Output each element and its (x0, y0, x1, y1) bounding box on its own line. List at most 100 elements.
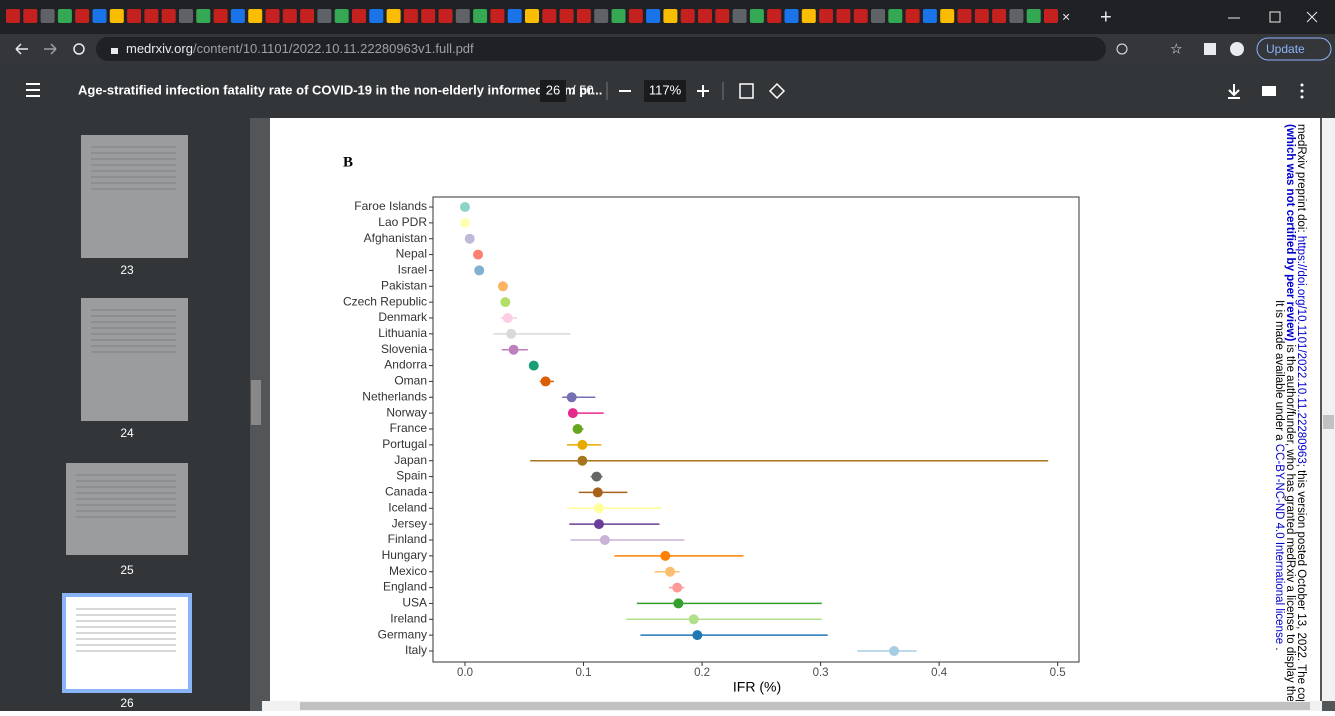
close-tab-icon[interactable]: × (1062, 9, 1070, 25)
tab-icon[interactable] (663, 9, 677, 23)
tab-icon[interactable] (196, 9, 210, 23)
y-tick-label: Andorra (384, 358, 427, 372)
point (593, 487, 603, 497)
url-host: medrxiv.org (126, 41, 193, 56)
new-tab-icon[interactable]: + (1100, 6, 1112, 28)
tab-icon[interactable] (594, 9, 608, 23)
tab-icon[interactable] (283, 9, 297, 23)
page: × + medrxiv.org/content/10.1101/2022.10.… (0, 0, 1335, 711)
point (673, 598, 683, 608)
tab-icon[interactable] (698, 9, 712, 23)
tab-icon[interactable] (871, 9, 885, 23)
tab-icon[interactable] (715, 9, 729, 23)
tab-icon[interactable] (248, 9, 262, 23)
thumbnail[interactable] (81, 135, 188, 258)
thumbnail[interactable] (66, 463, 188, 555)
tab-icon[interactable] (767, 9, 781, 23)
tab-icon[interactable] (490, 9, 504, 23)
tab-icon[interactable] (421, 9, 435, 23)
tab-icon[interactable] (629, 9, 643, 23)
tab-icon[interactable] (93, 9, 107, 23)
tab-icon[interactable] (854, 9, 868, 23)
point (594, 503, 604, 513)
print-icon[interactable] (1262, 86, 1276, 96)
sidebar-scrollbar[interactable] (251, 380, 261, 425)
y-tick-label: Denmark (378, 310, 428, 324)
tab-icon[interactable] (750, 9, 764, 23)
tab-icon[interactable] (508, 9, 522, 23)
tab-icon[interactable] (214, 9, 228, 23)
thumbnail[interactable] (66, 597, 188, 689)
tab-icon[interactable] (958, 9, 972, 23)
tab-icon[interactable] (923, 9, 937, 23)
tab-icon[interactable] (127, 9, 141, 23)
more-icon[interactable] (1301, 84, 1304, 87)
tab-icon[interactable] (1027, 9, 1041, 23)
x-axis-label: IFR (%) (733, 679, 781, 695)
tab-icon[interactable] (41, 9, 55, 23)
tab-icon[interactable] (646, 9, 660, 23)
tab-icon[interactable] (785, 9, 799, 23)
scroll-thumb[interactable] (1323, 415, 1334, 429)
y-tick-label: Israel (398, 263, 427, 277)
tab-icon[interactable] (733, 9, 747, 23)
tab-icon[interactable] (179, 9, 193, 23)
point (503, 313, 513, 323)
tab-icon[interactable] (560, 9, 574, 23)
point (500, 297, 510, 307)
tab-icon[interactable] (836, 9, 850, 23)
tab-icon[interactable] (231, 9, 245, 23)
tab-icon[interactable] (110, 9, 124, 23)
tab-icon[interactable] (888, 9, 902, 23)
tab-icon[interactable] (23, 9, 37, 23)
tab-icon[interactable] (681, 9, 695, 23)
tab-icon[interactable] (387, 9, 401, 23)
tab-icon[interactable] (58, 9, 72, 23)
hscroll-thumb[interactable] (300, 702, 1310, 710)
tab-icon[interactable] (577, 9, 591, 23)
tab-icon[interactable] (992, 9, 1006, 23)
url[interactable]: medrxiv.org/content/10.1101/2022.10.11.2… (126, 41, 474, 56)
tab-icon[interactable] (819, 9, 833, 23)
y-tick-label: Hungary (382, 548, 427, 562)
tab-icon[interactable] (542, 9, 556, 23)
profile-icon[interactable] (1230, 42, 1244, 56)
tab-icon[interactable] (906, 9, 920, 23)
note-link[interactable]: CC-BY-NC-ND 4.0 International license (1273, 444, 1285, 644)
x-tick-label: 0.4 (931, 667, 948, 679)
y-tick-label: France (390, 421, 428, 435)
y-tick-label: Canada (385, 485, 427, 499)
tab-icon[interactable] (162, 9, 176, 23)
bookmark-icon[interactable]: ☆ (1170, 41, 1183, 57)
tab-icon[interactable] (940, 9, 954, 23)
tab-icon[interactable] (369, 9, 383, 23)
tab-icon[interactable] (6, 9, 20, 23)
point (692, 630, 702, 640)
x-tick-label: 0.2 (694, 667, 710, 679)
tab-icon[interactable] (802, 9, 816, 23)
tab-icon[interactable] (317, 9, 331, 23)
tab-icon[interactable] (525, 9, 539, 23)
tab-icon[interactable] (1009, 9, 1023, 23)
sidepanel-icon[interactable] (1204, 43, 1216, 55)
point (498, 281, 508, 291)
point (529, 361, 539, 371)
vertical-scrollbar[interactable] (1322, 118, 1335, 701)
tab-icon[interactable] (975, 9, 989, 23)
tab-icon[interactable] (456, 9, 470, 23)
tab-icon[interactable] (352, 9, 366, 23)
tab-icon[interactable] (473, 9, 487, 23)
tab-icon[interactable] (144, 9, 158, 23)
tab-icon[interactable] (439, 9, 453, 23)
tab-icon[interactable] (404, 9, 418, 23)
tab-icon[interactable] (1044, 9, 1058, 23)
tab-icon[interactable] (612, 9, 626, 23)
tab-icon[interactable] (300, 9, 314, 23)
y-tick-label: Finland (388, 532, 427, 546)
thumbnail[interactable] (81, 298, 188, 421)
tab-icon[interactable] (266, 9, 280, 23)
y-tick-label: Lithuania (378, 326, 427, 340)
tab-icon[interactable] (75, 9, 89, 23)
tab-icon[interactable] (335, 9, 349, 23)
x-tick-label: 0.3 (813, 667, 829, 679)
